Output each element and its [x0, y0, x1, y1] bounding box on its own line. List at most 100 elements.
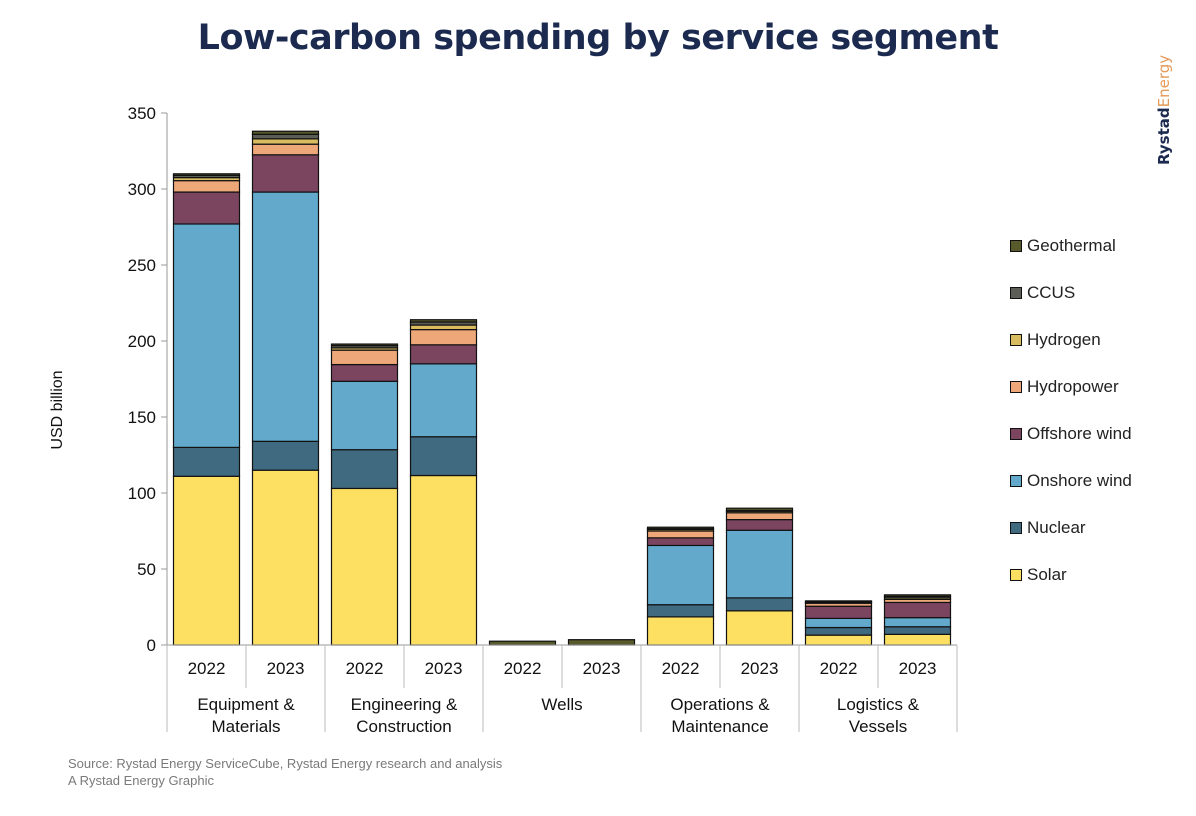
legend-item-hydrogen: Hydrogen [1010, 316, 1132, 363]
bar-segment-geothermal [488, 640, 557, 646]
bar-segment-solar [804, 634, 873, 646]
x-tick-label: 2022 [662, 659, 700, 678]
legend-swatch [1010, 380, 1022, 393]
bar-segment-nuclear [172, 446, 241, 477]
bar-segment-onshore-wind [251, 191, 320, 442]
bar-segment-nuclear [883, 626, 952, 635]
bar-segment-onshore-wind [330, 380, 399, 451]
chart-title: Low-carbon spending by service segment [197, 18, 999, 58]
y-axis: 0 50 100 150 200 250 300 350 [128, 104, 168, 655]
legend-label: Nuclear [1027, 517, 1086, 537]
bar-segment-offshore-wind [409, 344, 478, 365]
legend-swatch [1010, 239, 1022, 252]
legend-item-solar: Solar [1010, 551, 1132, 598]
bar-segment-geothermal [883, 594, 952, 597]
legend-swatch [1010, 521, 1022, 534]
bar-segment-offshore-wind [646, 537, 715, 547]
legend-swatch [1010, 427, 1022, 440]
x-group-label: Maintenance [671, 717, 768, 736]
bar-segment-hydrogen [251, 138, 320, 145]
bar-segment-solar [883, 633, 952, 646]
bar-segment-geothermal [646, 526, 715, 530]
x-group-label: Engineering & [351, 695, 458, 714]
y-tick-label: 150 [128, 408, 156, 427]
bar-segment-solar [409, 474, 478, 646]
bar-segment-hydropower [725, 512, 794, 521]
bar-segment-onshore-wind [804, 617, 873, 629]
bar-segment-nuclear [646, 604, 715, 618]
y-tick-label: 250 [128, 256, 156, 275]
legend-label: Hydrogen [1027, 329, 1101, 349]
bar-segment-geothermal [409, 319, 478, 323]
bar-segment-hydrogen [409, 324, 478, 331]
legend-item-offshore-wind: Offshore wind [1010, 410, 1132, 457]
bar-segment-geothermal [725, 507, 794, 512]
x-group-label: Logistics & [837, 695, 920, 714]
y-tick-label: 100 [128, 484, 156, 503]
x-group-label: Vessels [849, 717, 908, 736]
bar-segment-solar [251, 469, 320, 646]
y-tick-label: 350 [128, 104, 156, 123]
x-axis: 2022 2023 2022 2023 2022 2023 2022 2023 2022 2023… [166, 644, 958, 736]
legend-label: Hydropower [1027, 376, 1119, 396]
bar-segment-solar [172, 475, 241, 646]
bar-segment-onshore-wind [409, 363, 478, 438]
source-note: Source: Rystad Energy ServiceCube, Rysta… [68, 756, 503, 771]
bar-segment-offshore-wind [172, 191, 241, 225]
y-axis-label: USD billion [49, 370, 66, 449]
bar-segment-offshore-wind [883, 601, 952, 619]
legend-label: CCUS [1027, 282, 1076, 302]
bar-segment-hydropower [330, 349, 399, 366]
x-group-label: Construction [356, 717, 451, 736]
bar-segment-solar [646, 616, 715, 646]
bar-segment-hydropower [251, 143, 320, 156]
x-tick-label: 2022 [346, 659, 384, 678]
legend-swatch [1010, 568, 1022, 581]
legend-item-ccus: CCUS [1010, 269, 1132, 316]
bar-segment-onshore-wind [883, 617, 952, 628]
legend-item-onshore-wind: Onshore wind [1010, 457, 1132, 504]
legend-swatch [1010, 333, 1022, 346]
x-tick-label: 2022 [188, 659, 226, 678]
bar-segment-ccus [251, 133, 320, 140]
bar-segment-nuclear [330, 449, 399, 490]
x-group-label: Wells [541, 695, 582, 714]
y-tick-label: 50 [137, 560, 156, 579]
legend-swatch [1010, 474, 1022, 487]
y-tick-label: 200 [128, 332, 156, 351]
x-tick-label: 2023 [583, 659, 621, 678]
bar-segment-offshore-wind [251, 154, 320, 193]
legend-label: Onshore wind [1027, 470, 1132, 490]
legend-item-hydropower: Hydropower [1010, 363, 1132, 410]
bar-segment-onshore-wind [172, 223, 241, 449]
bar-segment-geothermal [330, 343, 399, 347]
bar-segment-hydropower [172, 180, 241, 193]
y-tick-label: 0 [147, 636, 156, 655]
x-tick-label: 2022 [820, 659, 858, 678]
bar-segment-geothermal [172, 173, 241, 176]
legend-label: Solar [1027, 564, 1067, 584]
bar-segment-solar [725, 610, 794, 646]
x-group-label: Materials [212, 717, 281, 736]
bar-segment-geothermal [804, 600, 873, 603]
x-tick-label: 2023 [899, 659, 937, 678]
bar-segment-hydropower [409, 329, 478, 346]
x-group-label: Operations & [670, 695, 770, 714]
x-tick-label: 2023 [267, 659, 305, 678]
bar-segment-offshore-wind [804, 605, 873, 619]
legend-item-nuclear: Nuclear [1010, 504, 1132, 551]
bar-segment-geothermal [251, 130, 320, 135]
y-tick-label: 300 [128, 180, 156, 199]
x-tick-label: 2023 [741, 659, 779, 678]
bar-segment-onshore-wind [725, 529, 794, 599]
x-tick-label: 2022 [504, 659, 542, 678]
bar-segment-geothermal [567, 639, 636, 646]
legend-label: Offshore wind [1027, 423, 1132, 443]
bar-segment-solar [330, 487, 399, 646]
bar-segment-nuclear [251, 440, 320, 471]
x-tick-label: 2023 [425, 659, 463, 678]
legend-label: Geothermal [1027, 235, 1116, 255]
bar-segment-offshore-wind [725, 518, 794, 531]
bar-segment-offshore-wind [330, 363, 399, 382]
